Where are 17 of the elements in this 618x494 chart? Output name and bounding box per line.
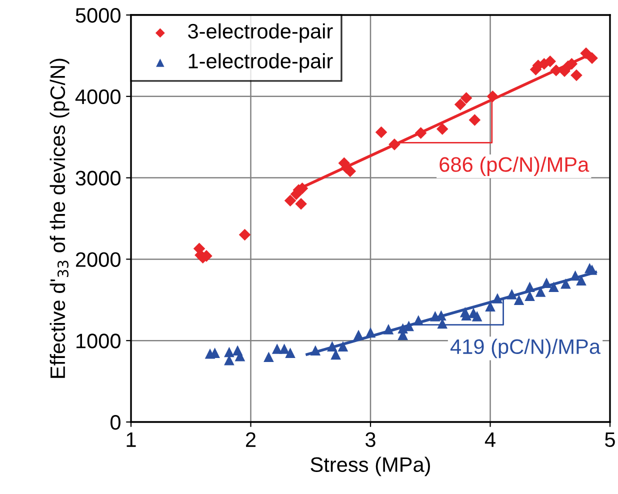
x-tick-label: 1 [126, 432, 136, 447]
y-tick-label: 1000 [76, 334, 120, 348]
x-axis-title: Stress (MPa) [310, 456, 430, 476]
legend-label: 3-electrode-pair [188, 23, 333, 43]
x-tick-label: 3 [366, 432, 376, 448]
y-tick-label: 5000 [76, 8, 120, 23]
y-axis-title: Effective d'$_{33}$ of the devices (pC/N) [50, 58, 70, 378]
annotation: 419 (pC/N)/MPa [450, 338, 601, 358]
y-tick-label: 0 [110, 415, 120, 430]
legend-label: 1-electrode-pair [188, 53, 333, 73]
x-tick-label: 5 [605, 432, 615, 448]
y-tick-label: 4000 [75, 89, 120, 104]
y-tick-label: 2000 [76, 252, 120, 267]
x-tick-label: 4 [484, 432, 496, 447]
annotation: 686 (pC/N)/MPa [440, 156, 590, 176]
y-tick-label: 3000 [76, 170, 120, 186]
x-tick-label: 2 [246, 432, 256, 447]
